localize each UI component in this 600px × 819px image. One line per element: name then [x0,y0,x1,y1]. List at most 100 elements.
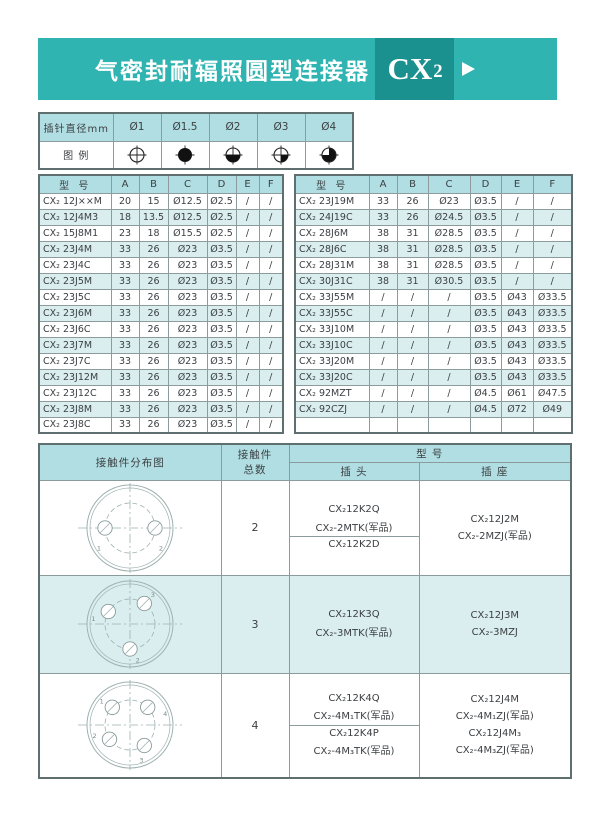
spec-row: CX₂ 92MZT / / / Ø4.5 Ø61 Ø47.5 [294,384,573,402]
spec-row: CX₂ 33J20C / / / Ø3.5 Ø43 Ø33.5 [294,368,573,386]
model-cell: CX₂ 92CZJ [294,400,370,418]
spec-row [294,416,573,434]
value-cell: Ø3.5 [469,256,502,274]
value-cell: / [235,192,260,210]
value-cell: 26 [138,240,169,258]
dim-column-header: E [500,174,534,194]
spec-row: CX₂ 12J××M 20 15 Ø12.5 Ø2.5// [38,192,284,210]
diagram-cell: 1 4 2 3 [38,672,222,779]
model-code: CX₂-4M₃TK(军品) [313,746,395,758]
model-cell: CX₂ 23J5C [38,288,112,306]
value-cell: Ø2.5 [206,208,237,226]
value-cell: / [396,400,429,418]
value-cell: / [500,240,534,258]
spec-row: CX₂ 92CZJ / / / Ø4.5 Ø72 Ø49 [294,400,573,418]
value-cell: Ø3.5 [469,240,502,258]
pin-symbol-cell [160,140,210,170]
model-column-header: 型 号 [294,174,370,194]
dim-column-header: D [206,174,237,194]
contact-count-header: 接触件 总数 [220,443,290,481]
model-code: CX₂12K2Q [328,504,380,516]
model-code: CX₂-2MTK(军品) [315,522,393,534]
value-cell: 26 [138,336,169,354]
value-cell: / [235,256,260,274]
contact-diagram-header: 接触件分布图 [38,443,222,481]
socket-models-cell: CX₂12J4M CX₂-4M₁ZJ(军品) CX₂12J4M₃ CX₂-4M₃ZJ(… [418,672,572,779]
spec-row: CX₂ 28J31M 38 31 Ø28.5 Ø3.5// [294,256,573,274]
value-cell: Ø3.5 [206,368,237,386]
contact-count-header-line1: 接触件 [237,449,273,462]
value-cell: 33 [110,320,140,338]
spec-row: CX₂ 28J6C 38 31 Ø28.5 Ø3.5// [294,240,573,258]
value-cell: 33 [368,208,398,226]
value-cell: / [396,288,429,306]
value-cell: / [396,368,429,386]
value-cell: / [396,304,429,322]
model-code: CX₂12J2M [470,513,519,525]
value-cell: Ø33.5 [532,304,573,322]
value-cell: Ø30.5 [427,272,471,290]
value-cell: 26 [138,368,169,386]
svg-text:1: 1 [100,698,104,706]
model-code: CX₂12J4M₃ [468,728,521,740]
value-cell: Ø23 [167,416,208,434]
model-cell: CX₂ 23J4C [38,256,112,274]
value-cell: Ø23 [427,192,471,210]
spec-row: CX₂ 28J6M 38 31 Ø28.5 Ø3.5// [294,224,573,242]
value-cell: Ø23 [167,368,208,386]
contact-row: 1 3 2 3 CX₂12K3Q CX₂-3MTK(军品) CX₂12J3M CX₂-3MZJ [38,574,572,674]
value-cell: Ø23 [167,320,208,338]
value-cell: 33 [110,336,140,354]
value-cell: / [532,208,573,226]
dim-column-header: A [368,174,398,194]
value-cell: Ø3.5 [206,240,237,258]
value-cell: Ø2.5 [206,192,237,210]
value-cell: 26 [138,304,169,322]
value-cell: / [500,272,534,290]
value-cell: / [258,272,284,290]
value-cell: / [500,256,534,274]
value-cell: / [532,272,573,290]
value-cell: 33 [110,240,140,258]
value-cell: Ø3.5 [206,320,237,338]
value-cell: Ø3.5 [469,272,502,290]
value-cell: Ø4.5 [469,400,502,418]
value-cell: Ø3.5 [206,288,237,306]
series-badge: CX 2 [375,38,454,100]
value-cell: Ø28.5 [427,256,471,274]
plug-split: CX₂12K4Q CX₂-4M₁TK(军品) CX₂12K4P CX₂-4M₃TK(军… [290,691,418,760]
value-cell: Ø15.5 [167,224,208,242]
header-bar: 气密封耐辐照圆型连接器 CX 2 [38,38,557,100]
spec-row: CX₂ 23J8C 33 26 Ø23 Ø3.5// [38,416,284,434]
pin-three-quarter-icon [319,145,339,165]
value-cell: Ø33.5 [532,336,573,354]
plug-model-group: CX₂12K2Q CX₂-2MTK(军品) [290,502,418,536]
value-cell: 31 [396,256,429,274]
value-cell: 26 [138,256,169,274]
value-cell: 23 [110,224,140,242]
spec-row: CX₂ 23J8M 33 26 Ø23 Ø3.5// [38,400,284,418]
value-cell: / [235,352,260,370]
value-cell: Ø3.5 [469,320,502,338]
value-cell: Ø12.5 [167,192,208,210]
model-cell: CX₂ 24J19C [294,208,370,226]
svg-text:2: 2 [136,656,140,664]
model-cell: CX₂ 28J6C [294,240,370,258]
model-cell: CX₂ 23J8C [38,416,112,434]
value-cell: / [235,336,260,354]
value-cell: 13.5 [138,208,169,226]
model-cell: CX₂ 15J8M1 [38,224,112,242]
value-cell: 38 [368,272,398,290]
plug-header: 插 头 [288,461,420,481]
contact-row: 1 4 2 3 4 CX₂12K4Q CX₂-4M₁TK(军品) CX₂12K4P CX₂-4M… [38,672,572,779]
value-cell: / [258,208,284,226]
pin-diameter-row: 插针直径mm Ø1 Ø1.5 Ø2 Ø3 Ø4 [38,112,354,142]
value-cell [396,416,429,434]
value-cell: Ø23 [167,272,208,290]
value-cell: / [235,208,260,226]
dim-column-header: F [258,174,284,194]
